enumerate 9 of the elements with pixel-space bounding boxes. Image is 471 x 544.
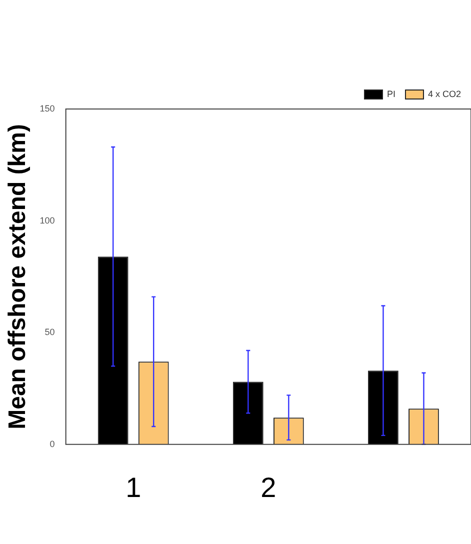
x-tick-label: 1 <box>126 472 142 503</box>
legend-label: 4 x CO2 <box>428 88 462 99</box>
x-tick-label: 2 <box>260 472 276 503</box>
y-tick-label: 150 <box>40 103 55 114</box>
y-axis-title: Mean offshore extend (km) <box>4 124 32 430</box>
y-tick-label: 0 <box>50 438 55 449</box>
legend-label: PI <box>386 88 396 99</box>
y-tick-label: 50 <box>44 327 55 338</box>
y-tick-label: 100 <box>40 215 55 226</box>
